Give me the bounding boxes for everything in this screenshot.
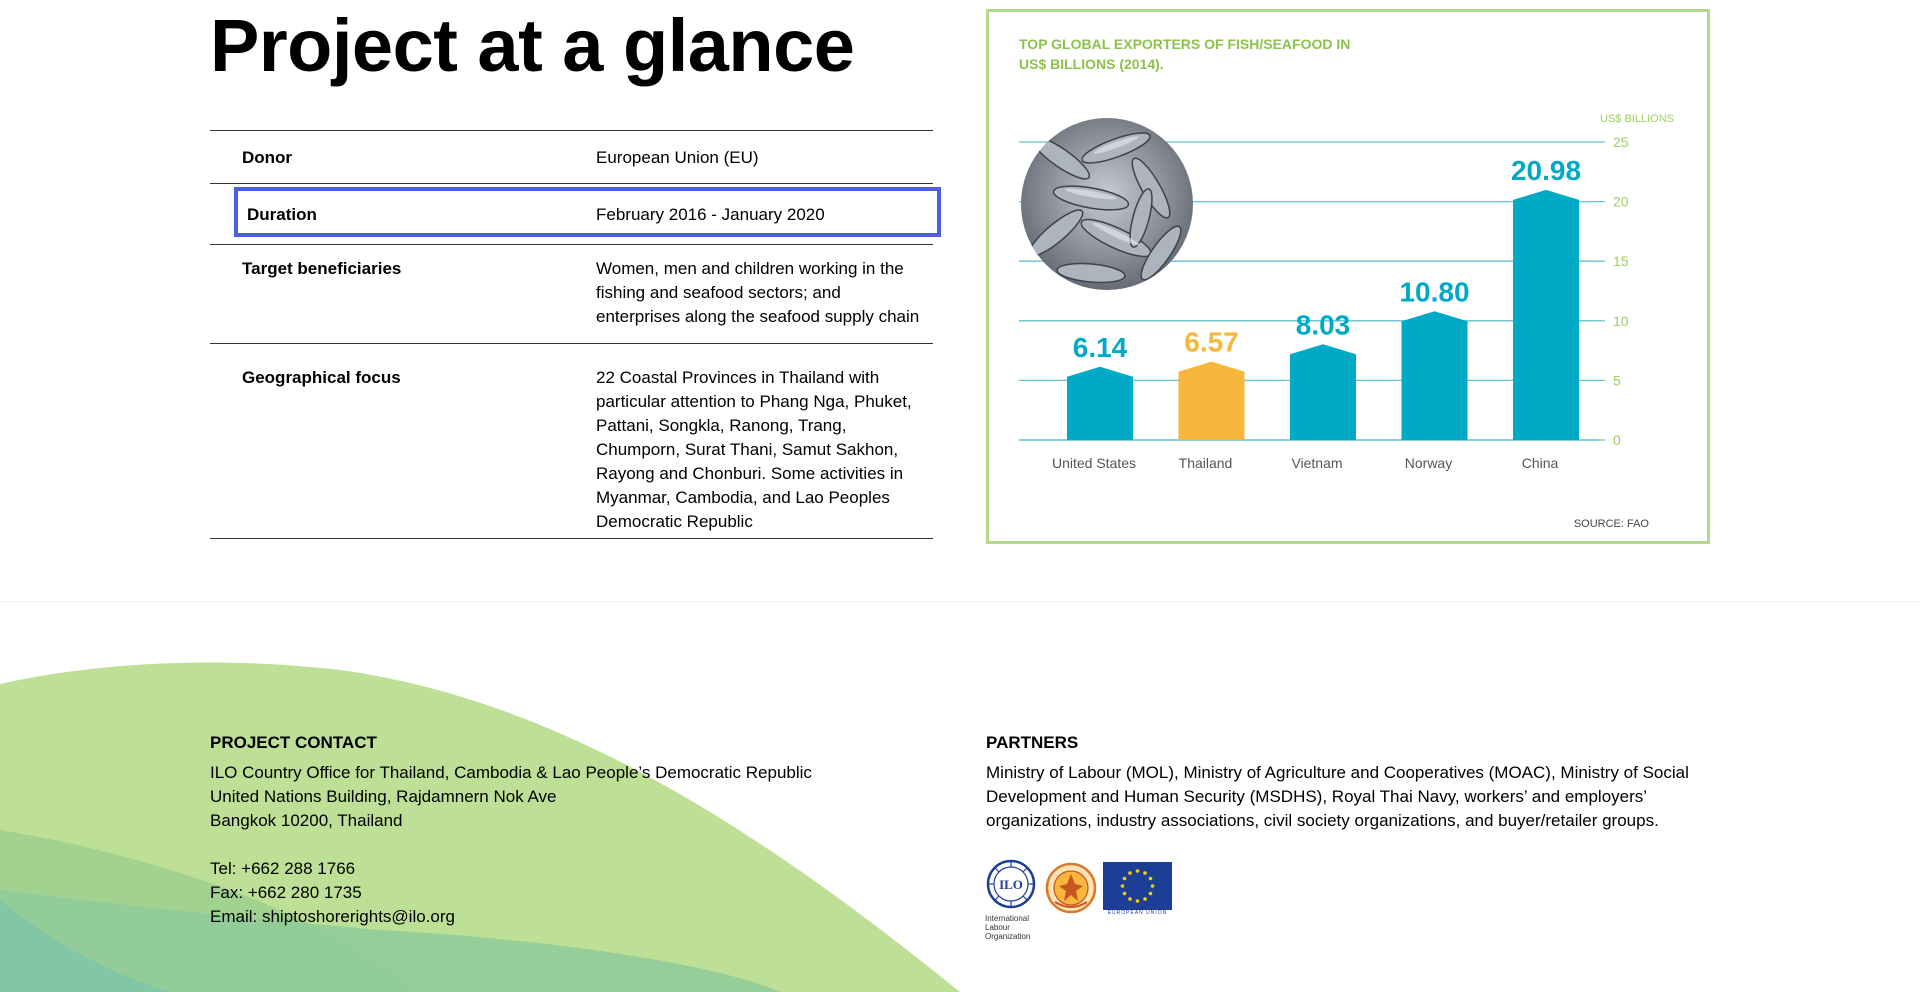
table-row-geographical-focus: Geographical focus 22 Coastal Provinces … [210, 344, 933, 539]
fish-photo [1021, 118, 1193, 290]
value-line: Rayong and Chonburi. Some activities in [596, 464, 904, 483]
target-beneficiaries-value: Women, men and children working in the f… [596, 257, 931, 329]
project-glance-table: Donor European Union (EU) Duration Febru… [210, 130, 933, 539]
duration-highlight-box [234, 187, 941, 237]
ilo-caption: International Labour Organization [985, 914, 1030, 941]
bar-value-label: 8.03 [1296, 309, 1351, 340]
partners-text-line: Development and Human Security (MSDHS), … [986, 787, 1648, 806]
partners-heading: PARTNERS [986, 733, 1079, 752]
email-row: Email: shiptoshorerights@ilo.org [210, 905, 812, 929]
y-tick-label: 25 [1613, 134, 1629, 150]
duration-value: February 2016 - January 2020 [596, 205, 825, 224]
bar-value-label: 20.98 [1511, 155, 1581, 186]
table-row-duration: Duration February 2016 - January 2020 [210, 184, 933, 245]
chart-title-line: TOP GLOBAL EXPORTERS OF FISH/SEAFOOD IN [1019, 36, 1351, 52]
fax: Fax: +662 280 1735 [210, 883, 362, 902]
project-contact: PROJECT CONTACT ILO Country Office for T… [210, 731, 812, 929]
y-tick-label: 10 [1613, 313, 1629, 329]
bar-value-label: 6.57 [1184, 327, 1239, 358]
ministry-of-labour-seal-icon [1045, 860, 1097, 916]
donor-label: Donor [242, 148, 293, 167]
bar [1290, 344, 1356, 440]
value-line: fishing and seafood sectors; and [596, 283, 841, 302]
x-category-label: Thailand [1179, 455, 1233, 471]
donor-value: European Union (EU) [596, 148, 759, 167]
ilo-caption-line: Organization [985, 932, 1031, 941]
y-tick-label: 0 [1613, 432, 1621, 448]
x-category-label: China [1522, 455, 1559, 471]
chart-title-line: US$ BILLIONS (2014). [1019, 56, 1164, 72]
partners-text-line: Ministry of Labour (MOL), Ministry of Ag… [986, 763, 1689, 782]
y-tick-label: 20 [1613, 194, 1629, 210]
eu-flag-icon [1103, 862, 1172, 910]
y-tick-label: 5 [1613, 372, 1621, 388]
page-title: Project at a glance [210, 4, 855, 87]
geographical-focus-label: Geographical focus [242, 368, 401, 387]
partners-text-line: organizations, industry associations, ci… [986, 811, 1659, 830]
bar [1401, 311, 1468, 440]
partner-logos: ILO International Labour Organization EU… [985, 858, 1185, 950]
svg-text:ILO: ILO [999, 877, 1023, 892]
bar [1513, 189, 1579, 440]
value-line: Women, men and children working in the [596, 259, 904, 278]
target-beneficiaries-label: Target beneficiaries [242, 259, 402, 278]
chart-source: SOURCE: FAO [1574, 518, 1650, 530]
value-line: Myanmar, Cambodia, and Lao Peoples [596, 488, 890, 507]
x-category-label: Vietnam [1291, 455, 1342, 471]
y-axis-label: US$ BILLIONS [1600, 113, 1674, 125]
table-row-target-beneficiaries: Target beneficiaries Women, men and chil… [210, 245, 933, 344]
value-line: enterprises along the seafood supply cha… [596, 307, 920, 326]
x-category-label: Norway [1405, 455, 1452, 471]
x-category-label: United States [1052, 455, 1136, 471]
bar [1067, 366, 1133, 440]
partners: PARTNERS Ministry of Labour (MOL), Minis… [986, 731, 1721, 833]
y-tick-label: 15 [1613, 253, 1629, 269]
footer-wave-decoration [0, 662, 960, 992]
duration-label: Duration [247, 205, 317, 224]
table-row-donor: Donor European Union (EU) [210, 131, 933, 184]
email-prefix: Email: [210, 907, 262, 926]
ilo-caption-line: Labour [985, 923, 1010, 932]
chart-canvas: 0 5 10 15 20 25 US$ BILLIONS 6.14 United States 6… [1019, 113, 1674, 530]
ilo-caption-line: International [985, 914, 1030, 923]
address-line: ILO Country Office for Thailand, Cambodi… [210, 763, 812, 782]
address-line: United Nations Building, Rajdamnern Nok … [210, 787, 557, 806]
value-line: 22 Coastal Provinces in Thailand with [596, 368, 880, 387]
email-link[interactable]: shiptoshorerights@ilo.org [261, 907, 455, 926]
bar [1178, 361, 1245, 440]
value-line: Democratic Republic [596, 512, 753, 531]
project-contact-heading: PROJECT CONTACT [210, 733, 377, 752]
ilo-logo-icon: ILO International Labour Organization [985, 858, 1037, 950]
bar-value-label: 10.80 [1399, 276, 1469, 307]
chart-title: TOP GLOBAL EXPORTERS OF FISH/SEAFOOD IN … [1019, 34, 1419, 74]
value-line: Chumporn, Surat Thani, Samut Sakhon, [596, 440, 899, 459]
eu-caption: EUROPEAN UNION [1107, 910, 1168, 916]
bar-value-label: 6.14 [1073, 332, 1128, 363]
geographical-focus-value: 22 Coastal Provinces in Thailand with pa… [596, 366, 931, 534]
telephone: Tel: +662 288 1766 [210, 859, 356, 878]
section-divider [0, 601, 1920, 602]
address-line: Bangkok 10200, Thailand [210, 811, 403, 830]
exporters-chart: TOP GLOBAL EXPORTERS OF FISH/SEAFOOD IN … [986, 9, 1710, 544]
value-line: Pattani, Songkla, Ranong, Trang, [596, 416, 847, 435]
value-line: particular attention to Phang Nga, Phuke… [596, 392, 912, 411]
